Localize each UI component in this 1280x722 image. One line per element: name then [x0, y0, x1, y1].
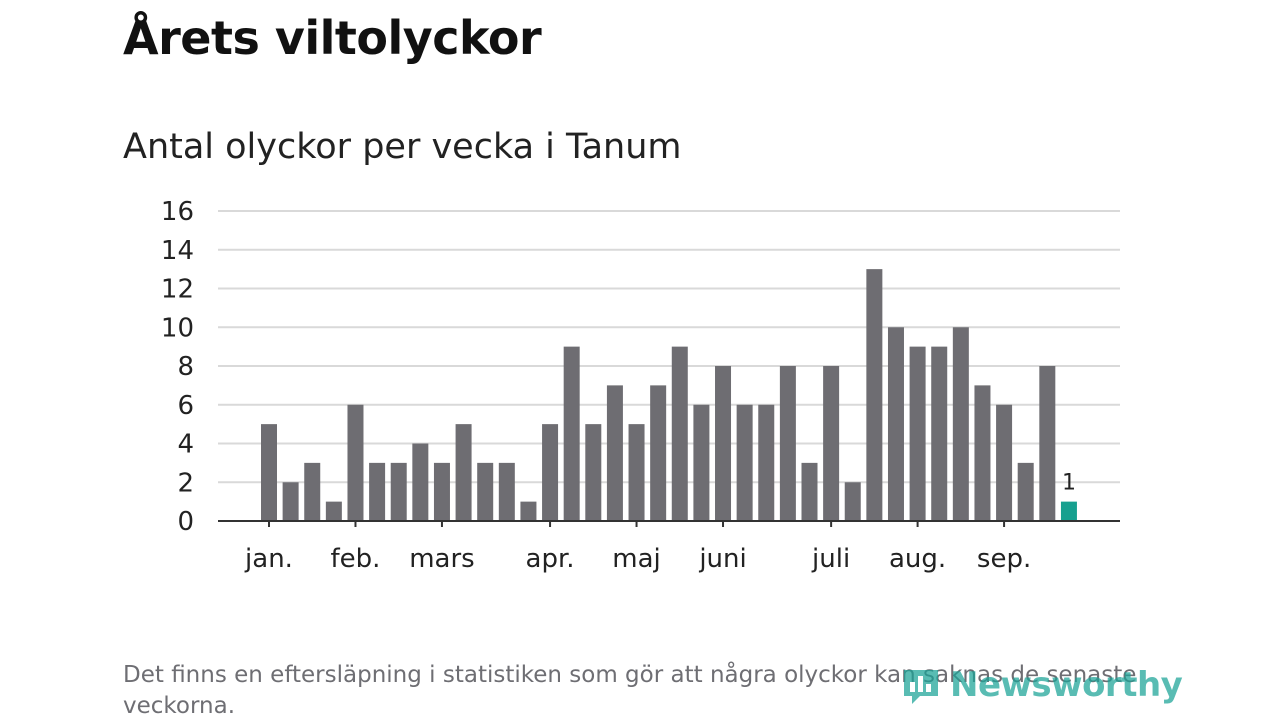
- footnote: Det finns en eftersläpning i statistiken…: [123, 662, 1137, 719]
- bar: [974, 385, 991, 521]
- y-tick-label: 10: [161, 313, 194, 343]
- bar: [779, 366, 796, 521]
- bar: [650, 385, 667, 521]
- bar: [325, 501, 342, 521]
- bar: [455, 424, 472, 521]
- y-tick-label: 6: [177, 391, 194, 421]
- x-tick-label: jan.: [244, 544, 293, 574]
- x-tick-label: juni: [698, 544, 746, 574]
- y-tick-label: 4: [177, 430, 194, 460]
- chart-title: Årets viltolyckor: [123, 11, 542, 65]
- bar: [261, 424, 277, 521]
- newsworthy-logo: Newsworthy: [900, 664, 1183, 706]
- bar: [412, 443, 429, 521]
- x-tick-label: maj: [612, 544, 660, 574]
- x-tick-label: aug.: [889, 544, 946, 574]
- logo-text: Newsworthy: [950, 665, 1183, 705]
- bar: [498, 462, 515, 521]
- bar: [844, 482, 861, 521]
- bar: [628, 424, 645, 521]
- chart-subtitle: Antal olyckor per vecka i Tanum: [123, 127, 682, 167]
- bar: [369, 462, 386, 521]
- bar: [1017, 462, 1034, 521]
- bar: [390, 462, 407, 521]
- x-tick-label: feb.: [331, 544, 381, 574]
- bar: [671, 346, 688, 521]
- y-tick-label: 8: [177, 352, 194, 382]
- bar: [887, 327, 904, 521]
- x-tick-label: juli: [811, 544, 850, 574]
- bar: [909, 346, 926, 521]
- bar: [542, 424, 559, 521]
- bar: [1039, 366, 1056, 521]
- x-tick-label: mars: [409, 544, 475, 574]
- newsworthy-logo-icon: [904, 670, 938, 704]
- bar: [931, 346, 948, 521]
- bar: [952, 327, 969, 521]
- bar: [715, 366, 732, 521]
- y-tick-label: 2: [177, 468, 194, 498]
- bar: [758, 404, 775, 521]
- y-tick-label: 12: [161, 275, 194, 305]
- bar: [801, 462, 818, 521]
- bar: [585, 424, 602, 521]
- bar: [736, 404, 753, 521]
- bar: [304, 462, 321, 521]
- bar: [866, 269, 883, 521]
- data-label-last: 1: [1062, 471, 1076, 496]
- bar: [477, 462, 494, 521]
- y-tick-label: 16: [161, 197, 194, 227]
- bar: [996, 404, 1013, 521]
- bar: [693, 404, 710, 521]
- bar: [520, 501, 537, 521]
- bar: [282, 482, 299, 521]
- bar: [606, 385, 623, 521]
- x-tick-label: apr.: [526, 544, 575, 574]
- y-tick-label: 14: [161, 236, 194, 266]
- bar: [563, 346, 580, 521]
- bar: [433, 462, 450, 521]
- bar: [347, 404, 364, 521]
- y-tick-label: 0: [177, 507, 194, 537]
- x-tick-label: sep.: [977, 544, 1031, 574]
- bar-highlighted: [1060, 501, 1077, 521]
- bar: [823, 366, 840, 521]
